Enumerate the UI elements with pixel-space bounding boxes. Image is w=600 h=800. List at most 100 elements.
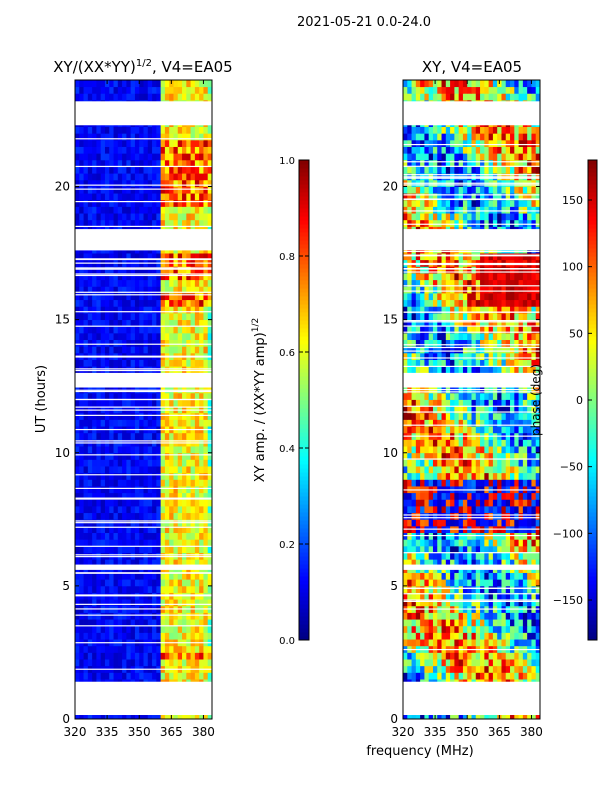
amp-heatmap-cell [186, 466, 191, 474]
amp-heatmap-cell [160, 346, 166, 354]
colorbar-segment [299, 616, 309, 621]
amp-heatmap-cell [203, 525, 209, 534]
amp-heatmap-cell [160, 399, 166, 407]
amp-heatmap-cell [207, 525, 213, 534]
amp-heatmap-cell [143, 532, 149, 540]
amp-heatmap-cell [87, 186, 93, 194]
amp-heatmap-cell [164, 472, 170, 480]
amp-heatmap-cell [147, 645, 153, 653]
phase-heatmap-cell [432, 579, 438, 587]
amp-heatmap-cell [182, 525, 187, 534]
amp-heatmap-cell [87, 545, 93, 553]
amp-heatmap-cell [199, 179, 204, 187]
amp-heatmap-cell [79, 632, 84, 640]
phase-heatmap-cell [501, 619, 507, 627]
amp-heatmap-cell [173, 712, 179, 720]
amp-heatmap-cell [122, 133, 127, 141]
phase-heatmap-cell [488, 419, 494, 427]
phase-heatmap-cell [403, 625, 408, 633]
amp-heatmap-cell [134, 206, 140, 214]
amp-heatmap-cell [203, 179, 209, 187]
amp-colorbar-ticks: 0.00.20.40.60.81.0 [279, 156, 309, 647]
amp-heatmap-cell [96, 619, 102, 627]
amp-heatmap-cell [130, 459, 136, 467]
amp-heatmap-cell [169, 632, 174, 640]
amp-heatmap-cell [87, 479, 93, 487]
amp-heatmap-cell [194, 80, 200, 88]
amp-heatmap-cell [130, 299, 136, 307]
amp-heatmap-cell [160, 80, 166, 88]
amp-heatmap-cell [100, 146, 106, 154]
phase-heatmap-cell [428, 712, 434, 720]
scan-line [75, 498, 212, 500]
amp-heatmap-cell [130, 466, 136, 474]
phase-heatmap-cell [467, 539, 472, 547]
phase-heatmap-cell [510, 492, 515, 500]
amp-heatmap-cell [156, 392, 162, 400]
amp-heatmap-cell [152, 579, 157, 587]
amp-heatmap-cell [147, 80, 153, 88]
amp-heatmap-cell [199, 266, 204, 274]
amp-heatmap-cell [83, 446, 89, 454]
amp-heatmap-cell [96, 173, 102, 181]
amp-heatmap-cell [173, 366, 179, 374]
phase-heatmap-cell [475, 479, 481, 487]
amp-heatmap-cell [160, 273, 166, 281]
phase-heatmap-cell [441, 559, 447, 567]
amp-heatmap-cell [186, 173, 191, 181]
amp-heatmap-cell [126, 559, 132, 567]
phase-heatmap-cell [407, 399, 412, 407]
amp-heatmap-cell [160, 86, 166, 94]
amp-heatmap-cell [152, 293, 157, 301]
phase-heatmap-cell [475, 572, 481, 580]
phase-heatmap-cell [497, 472, 502, 480]
phase-heatmap-cell [411, 446, 417, 454]
phase-heatmap-cell [514, 672, 519, 680]
amp-heatmap-cell [160, 153, 166, 161]
amp-heatmap-cell [143, 319, 149, 327]
amp-heatmap-cell [100, 273, 106, 281]
phase-heatmap-cell [480, 559, 485, 567]
phase-heatmap-cell [415, 539, 421, 547]
amp-heatmap-cell [117, 193, 123, 201]
phase-heatmap-cell [441, 392, 447, 400]
phase-heatmap-cell [535, 519, 541, 527]
phase-heatmap-cell [458, 672, 464, 680]
phase-heatmap-cell [450, 412, 455, 420]
amp-heatmap-cell [173, 186, 179, 194]
amp-heatmap-cell [173, 645, 179, 653]
amp-heatmap-cell [203, 193, 209, 201]
amp-heatmap-cell [83, 532, 89, 540]
amp-heatmap-cell [152, 446, 157, 454]
amp-heatmap-cell [104, 126, 110, 134]
amp-heatmap-cell [96, 452, 102, 460]
amp-heatmap-cell [109, 625, 114, 633]
amp-heatmap-cell [92, 93, 97, 101]
amp-heatmap-cell [143, 253, 149, 261]
amp-heatmap-cell [194, 472, 200, 480]
amp-heatmap-cell [156, 86, 162, 94]
phase-heatmap-cell [527, 612, 532, 620]
phase-heatmap-cell [522, 545, 528, 553]
phase-heatmap-cell [514, 399, 519, 407]
phase-heatmap-cell [522, 639, 528, 647]
phase-heatmap-cell [424, 619, 430, 627]
phase-heatmap-cell [531, 625, 537, 633]
phase-heatmap-cell [467, 519, 472, 527]
amp-heatmap-cell [156, 312, 162, 321]
phase-heatmap-cell [458, 392, 464, 400]
phase-heatmap-cell [484, 552, 490, 560]
amp-heatmap-cell [75, 479, 80, 487]
phase-heatmap-cell [437, 426, 442, 434]
phase-heatmap-cell [462, 639, 468, 647]
amp-heatmap-cell [96, 545, 102, 553]
amp-heatmap-cell [194, 273, 200, 281]
amp-heatmap-cell [169, 266, 174, 274]
amp-heatmap-cell [117, 599, 123, 607]
amp-heatmap-cell [173, 179, 179, 187]
amp-heatmap-cell [156, 293, 162, 301]
amp-heatmap-cell [96, 512, 102, 520]
phase-heatmap-cell [471, 639, 477, 647]
amp-heatmap-cell [117, 492, 123, 500]
amp-heatmap-cell [156, 266, 162, 274]
